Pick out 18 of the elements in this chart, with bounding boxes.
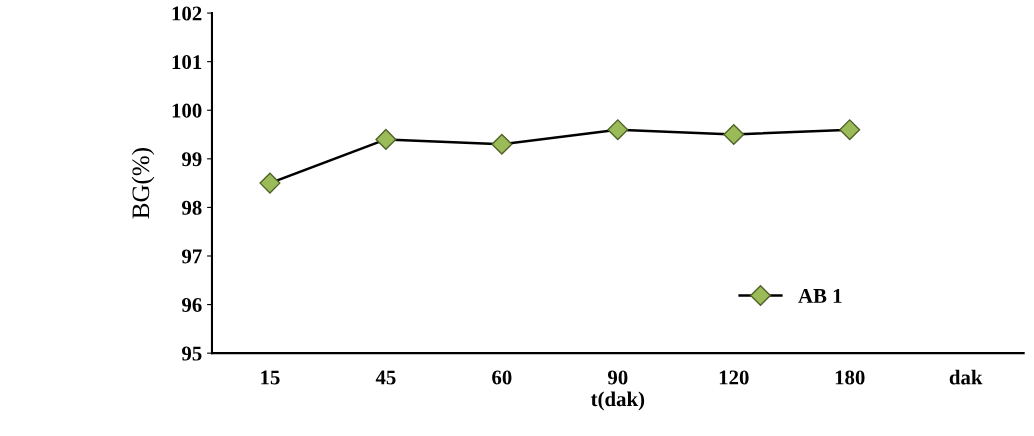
y-tick-label: 96 [181, 298, 202, 313]
x-axis-title: t(dak) [590, 391, 645, 411]
y-tick-label: 99 [181, 152, 202, 167]
x-tick-label: 60 [492, 370, 512, 385]
y-tick-label: 101 [172, 55, 202, 70]
x-tick-label: dak [949, 369, 983, 385]
x-tick-label: 90 [607, 370, 628, 385]
y-axis-title: BG(%) [131, 148, 155, 219]
y-tick-label: 100 [172, 103, 202, 118]
y-tick-label: 97 [181, 249, 202, 264]
y-tick-label: 95 [181, 346, 202, 361]
x-tick-label: 15 [261, 370, 280, 385]
x-tick-label: 180 [835, 370, 865, 385]
legend-label: AB 1 [798, 289, 842, 303]
y-tick-label: 102 [172, 6, 202, 21]
y-tick-label: 98 [181, 200, 202, 215]
x-tick-label: 45 [375, 370, 396, 385]
x-tick-label: 120 [719, 370, 749, 385]
